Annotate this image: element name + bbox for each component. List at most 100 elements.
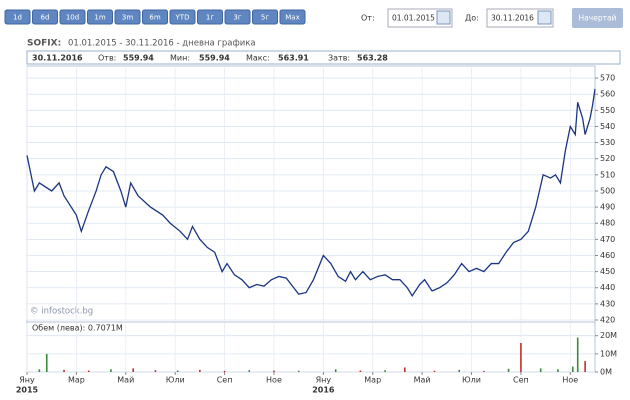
range-button[interactable]: 5г xyxy=(252,9,278,25)
range-button-bg[interactable] xyxy=(252,9,278,25)
volume-bar xyxy=(507,368,510,372)
range-button[interactable]: 10d xyxy=(59,9,86,25)
volume-bar xyxy=(334,369,337,372)
range-button-bg[interactable] xyxy=(169,9,196,25)
volume-bar xyxy=(87,370,90,372)
volume-bar xyxy=(520,342,522,372)
y-tick-label: 10M xyxy=(600,349,617,358)
y-tick-label: 0M xyxy=(600,368,612,377)
to-label: До: xyxy=(465,14,479,23)
range-button[interactable]: 6d xyxy=(32,9,58,25)
y-tick-label: 570 xyxy=(600,74,615,83)
range-button-bg[interactable] xyxy=(32,9,58,25)
range-button[interactable]: 1d xyxy=(4,9,31,25)
volume-bar xyxy=(45,353,48,372)
range-button[interactable]: 1m xyxy=(87,9,113,25)
y-tick-label: 520 xyxy=(600,154,615,163)
x-tick-label: Ное xyxy=(562,376,578,385)
range-button-bg[interactable] xyxy=(59,9,86,25)
from-label: От: xyxy=(361,14,375,23)
y-tick-label: 490 xyxy=(600,203,615,212)
volume-bar xyxy=(248,370,251,372)
range-button[interactable]: 6m xyxy=(142,9,168,25)
range-button-bg[interactable] xyxy=(87,9,113,25)
plot-frame xyxy=(26,65,596,373)
volume-bar xyxy=(539,368,542,372)
from-input[interactable] xyxy=(387,8,453,28)
x-tick-label: Ное xyxy=(266,376,282,385)
volume-bar xyxy=(38,369,41,372)
close-value: 563.28 xyxy=(357,54,388,63)
volume-bar xyxy=(576,337,579,372)
range-button-label[interactable]: 3г xyxy=(233,14,241,22)
x-tick-label: Мар xyxy=(364,376,381,385)
y-tick-label: 20M xyxy=(600,331,617,340)
volume-bar xyxy=(63,369,65,372)
volume-bar xyxy=(557,369,559,372)
volume-bar xyxy=(199,369,201,372)
range-button[interactable]: Max xyxy=(279,9,306,25)
high-label: Макс: xyxy=(246,54,270,63)
open-value: 559.94 xyxy=(123,54,154,63)
x-tick-label: Сеп xyxy=(217,376,233,385)
y-tick-label: 480 xyxy=(600,219,615,228)
price-line xyxy=(26,88,596,298)
x-tick-label: Яну xyxy=(19,376,35,385)
range-button-label[interactable]: YTD xyxy=(175,14,190,22)
low-label: Мин: xyxy=(170,54,190,63)
volume-bar xyxy=(154,370,157,372)
y-tick-label: 450 xyxy=(600,267,615,276)
range-button-label[interactable]: 1d xyxy=(13,14,22,22)
volume-bar xyxy=(404,367,406,372)
range-button-label[interactable]: 10d xyxy=(66,14,79,22)
to-date[interactable]: 30.11.2016 xyxy=(491,14,534,23)
submit-button[interactable] xyxy=(572,8,623,28)
range-button-label[interactable]: 6d xyxy=(41,14,50,22)
range-button[interactable]: YTD xyxy=(169,9,196,25)
range-button-label[interactable]: 1m xyxy=(94,14,105,22)
volume-bar xyxy=(433,370,436,372)
range-button-label[interactable]: 1г xyxy=(206,14,214,22)
open-label: Отв: xyxy=(98,54,116,63)
range-button[interactable]: 3г xyxy=(224,9,251,25)
y-tick-label: 510 xyxy=(600,170,615,179)
range-button[interactable]: 1г xyxy=(197,9,223,25)
from-date[interactable]: 01.01.2015 xyxy=(392,14,435,23)
to-input[interactable] xyxy=(486,8,554,28)
x-tick-label: Мар xyxy=(68,376,85,385)
range-button-bg[interactable] xyxy=(114,9,141,25)
info-date: 30.11.2016 xyxy=(32,54,83,63)
volume-bar xyxy=(176,370,179,372)
x-tick-label: Май xyxy=(117,376,134,385)
range-button-bg[interactable] xyxy=(279,9,306,25)
watermark: © infostock.bg xyxy=(30,307,93,317)
y-tick-label: 540 xyxy=(600,122,615,131)
submit-label[interactable]: Начертай xyxy=(579,14,617,23)
y-tick-label: 440 xyxy=(600,283,615,292)
volume-bar xyxy=(483,370,485,372)
range-button-label[interactable]: 5г xyxy=(261,14,269,22)
range-button-label[interactable]: Max xyxy=(285,14,299,22)
calendar-icon[interactable] xyxy=(537,10,552,25)
range-button-bg[interactable] xyxy=(197,9,223,25)
high-value: 563.91 xyxy=(278,54,309,63)
range-button[interactable]: 3m xyxy=(114,9,141,25)
range-button-bg[interactable] xyxy=(4,9,31,25)
x-tick-label: Май xyxy=(414,376,431,385)
y-tick-label: 420 xyxy=(600,316,615,325)
year-label: 2015 xyxy=(16,386,39,395)
y-tick-label: 470 xyxy=(600,235,615,244)
range-button-bg[interactable] xyxy=(224,9,251,25)
y-tick-label: 430 xyxy=(600,299,615,308)
range-button-label[interactable]: 3m xyxy=(122,14,133,22)
y-tick-label: 560 xyxy=(600,90,615,99)
y-tick-label: 500 xyxy=(600,186,615,195)
y-tick-label: 460 xyxy=(600,251,615,260)
calendar-icon[interactable] xyxy=(436,10,451,25)
chart-title: 01.01.2015 - 30.11.2016 - дневна графика xyxy=(68,39,256,49)
range-button-bg[interactable] xyxy=(142,9,168,25)
range-button-label[interactable]: 6m xyxy=(149,14,160,22)
low-value: 559.94 xyxy=(199,54,230,63)
year-label: 2016 xyxy=(312,386,335,395)
